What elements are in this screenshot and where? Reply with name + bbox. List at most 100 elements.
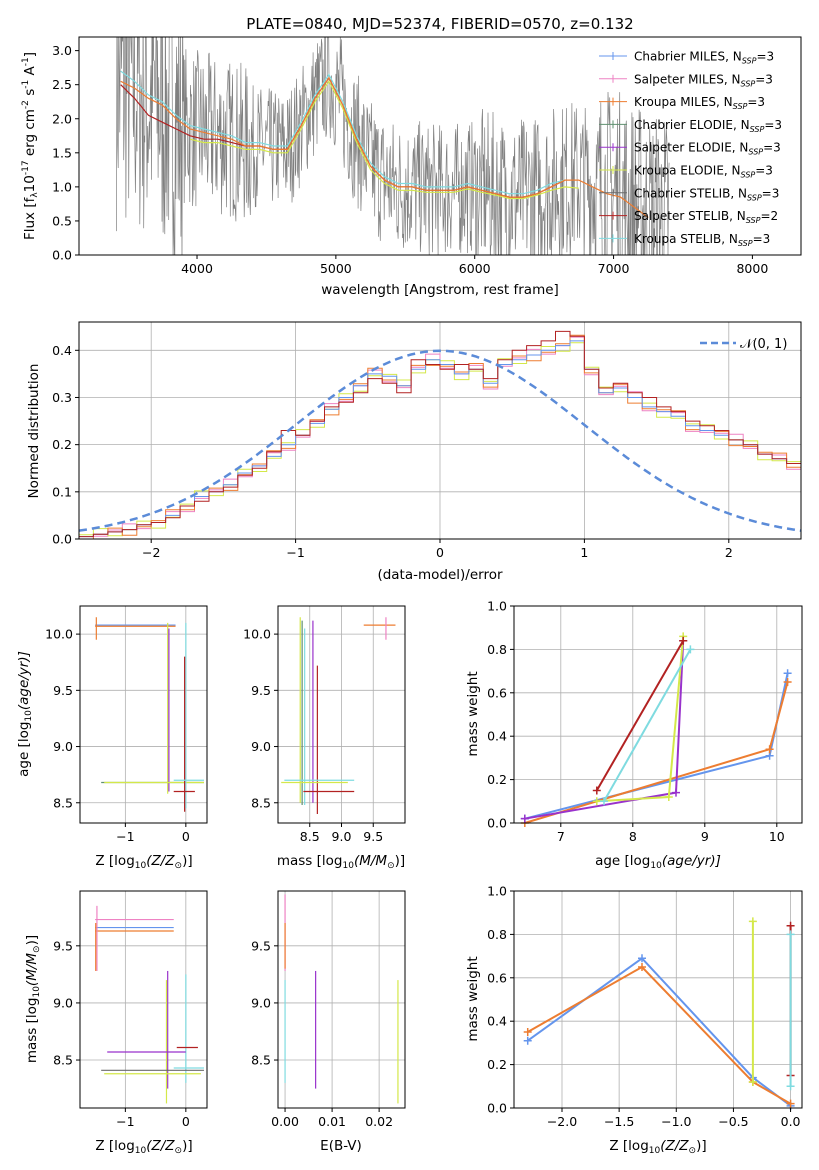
tick-label-y: 8.5 [251, 795, 271, 810]
tick-label-y: 0.2 [487, 772, 507, 787]
mass-ebv-xlabel: E(B-V) [320, 1138, 362, 1154]
weight-age-xlabel: age [log10(age/yr)] [595, 853, 721, 871]
tick-label-x: 8000 [736, 261, 768, 276]
tick-label-x: 0.02 [365, 1114, 393, 1129]
residual-xlabel: (data-model)/error [377, 567, 503, 583]
legend-label: Salpeter ELODIE, NSSP=3 [634, 141, 781, 157]
tick-label-y: 9.5 [251, 683, 271, 698]
tick-label-y: 8.5 [53, 795, 73, 810]
normal-reference-curve [79, 349, 801, 532]
model-spectrum-kroupa-stelib [120, 70, 566, 195]
weight-marker [592, 797, 601, 806]
mass-z-frame [79, 890, 208, 1109]
weight-line-salpeter-elodie [524, 640, 685, 820]
tick-label-x: 6000 [459, 261, 491, 276]
tick-label-y: 1.5 [52, 145, 72, 160]
tick-label-x: 9.0 [332, 829, 352, 844]
tick-label-y: 9.5 [53, 683, 73, 698]
tick-label-x: 7000 [598, 261, 630, 276]
spectrum-frame [78, 36, 802, 256]
model-spectrum-kroupa-miles [120, 76, 649, 218]
weight-marker [783, 669, 792, 678]
tick-label-x: 2 [725, 545, 733, 560]
tick-label-y: 9.5 [251, 938, 271, 953]
tick-label-y: 2.5 [52, 77, 72, 92]
legend-label: Chabrier STELIB, NSSP=3 [634, 186, 779, 202]
weight-marker [786, 930, 795, 939]
weight-z-panel: −2.0 −1.5 −1.0 −0.5 0.0 0.0 0.2 0.4 0.6 0.8 1.0 Z … [465, 884, 803, 1156]
residual-panel: −2 −1 0 1 2 0.0 0.1 0.2 0.3 0.4 (data-model)/erro… [26, 321, 802, 583]
tick-label-y: 1.0 [487, 599, 507, 614]
tick-label-x: −1 [286, 545, 304, 560]
tick-label-y: 8.5 [53, 1053, 73, 1068]
tick-label-y: 0.0 [487, 1101, 507, 1116]
tick-label-y: 9.0 [53, 739, 73, 754]
tick-label-x: 1 [580, 545, 588, 560]
weight-age-frame [513, 605, 803, 824]
tick-label-x: 0 [182, 1114, 190, 1129]
tick-label-y: 9.0 [53, 995, 73, 1010]
tick-label-y: 3.0 [52, 43, 72, 58]
weight-marker [786, 1082, 795, 1091]
tick-label-y: 0.8 [487, 927, 507, 942]
tick-label-x: 9 [701, 829, 709, 844]
tick-label-y: 0.0 [52, 248, 72, 263]
tick-label-y: 0.6 [487, 685, 507, 700]
tick-label-y: 0.0 [487, 816, 507, 831]
tick-label-y: 0.2 [52, 437, 72, 452]
tick-label-x: 0.01 [318, 1114, 346, 1129]
tick-label-y: 2.0 [52, 111, 72, 126]
tick-label-y: 10.0 [243, 627, 271, 642]
tick-label-y: 9.5 [53, 938, 73, 953]
weight-marker [664, 792, 673, 801]
legend-normal-label: 𝒩(0, 1) [740, 337, 787, 352]
weight-marker [679, 636, 688, 645]
spectrum-xlabel: wavelength [Angstrom, rest frame] [321, 282, 559, 298]
legend-label: Kroupa ELODIE, NSSP=3 [634, 164, 773, 180]
tick-label-x: 8.5 [300, 829, 320, 844]
weight-z-xlabel: Z [log10(Z/Z⊙)] [609, 1138, 706, 1156]
legend-label: Kroupa MILES, NSSP=3 [634, 95, 765, 111]
weight-marker [638, 954, 646, 963]
tick-label-x: 5000 [320, 261, 352, 276]
legend-label: Chabrier MILES, NSSP=3 [634, 50, 774, 66]
age-z-xlabel: Z [log10(Z/Z⊙)] [95, 853, 192, 871]
weight-age-ylabel: mass weight [465, 671, 481, 756]
tick-label-y: 0.3 [52, 390, 72, 405]
tick-label-y: 0.1 [52, 484, 72, 499]
tick-label-y: 0.0 [52, 532, 72, 547]
weight-line-chabrier-miles [527, 956, 792, 1107]
tick-label-y: 9.0 [251, 739, 271, 754]
residual-ylabel: Normed distribution [26, 364, 42, 499]
weight-marker [765, 745, 774, 754]
spectrum-ylabel: Flux [fλ10-17 erg cm-2 s-1 A-1] [21, 52, 40, 240]
figure-title: PLATE=0840, MJD=52374, FIBERID=0570, z=0… [246, 15, 633, 33]
weight-line-salpeter-stelib [595, 640, 685, 791]
weight-marker [523, 1036, 532, 1045]
tick-label-y: 0.5 [52, 213, 72, 228]
age-mass-panel: 8.5 9.0 9.5 8.5 9.0 9.5 10.0 mass [log10(M/M⊙)… [243, 605, 406, 871]
tick-label-x: −0.5 [718, 1114, 748, 1129]
tick-label-x: 0 [436, 545, 444, 560]
weight-marker [783, 677, 792, 686]
weight-line-kroupa-stelib [603, 648, 692, 802]
tick-label-y: 1.0 [52, 179, 72, 194]
observed-spectrum [116, 37, 670, 255]
age-z-frame [79, 605, 208, 824]
age-z-ylabel: age [log10(age/yr)] [16, 651, 34, 777]
tick-label-x: 0 [182, 829, 190, 844]
mass-ebv-panel: 0.00 0.01 0.02 8.5 9.0 9.5 E(B-V) [251, 890, 406, 1154]
tick-label-y: 0.8 [487, 642, 507, 657]
weight-z-frame [513, 890, 803, 1109]
weight-line-kroupa-elodie [596, 636, 685, 803]
mass-z-ylabel: mass [log10(M/M⊙)] [24, 935, 42, 1063]
weight-marker [748, 917, 757, 926]
histogram-salpeter-stelib [79, 330, 801, 538]
tick-label-x: −2 [142, 545, 160, 560]
tick-label-x: 0.0 [781, 1114, 801, 1129]
tick-label-y: 0.2 [487, 1057, 507, 1072]
weight-marker [520, 814, 529, 823]
spectrum-legend: Chabrier MILES, NSSP=3 Salpeter MILES, NS… [599, 50, 782, 248]
age-mass-xlabel: mass [log10(M/M⊙)] [277, 853, 405, 871]
legend-label: Chabrier ELODIE, NSSP=3 [634, 118, 782, 134]
